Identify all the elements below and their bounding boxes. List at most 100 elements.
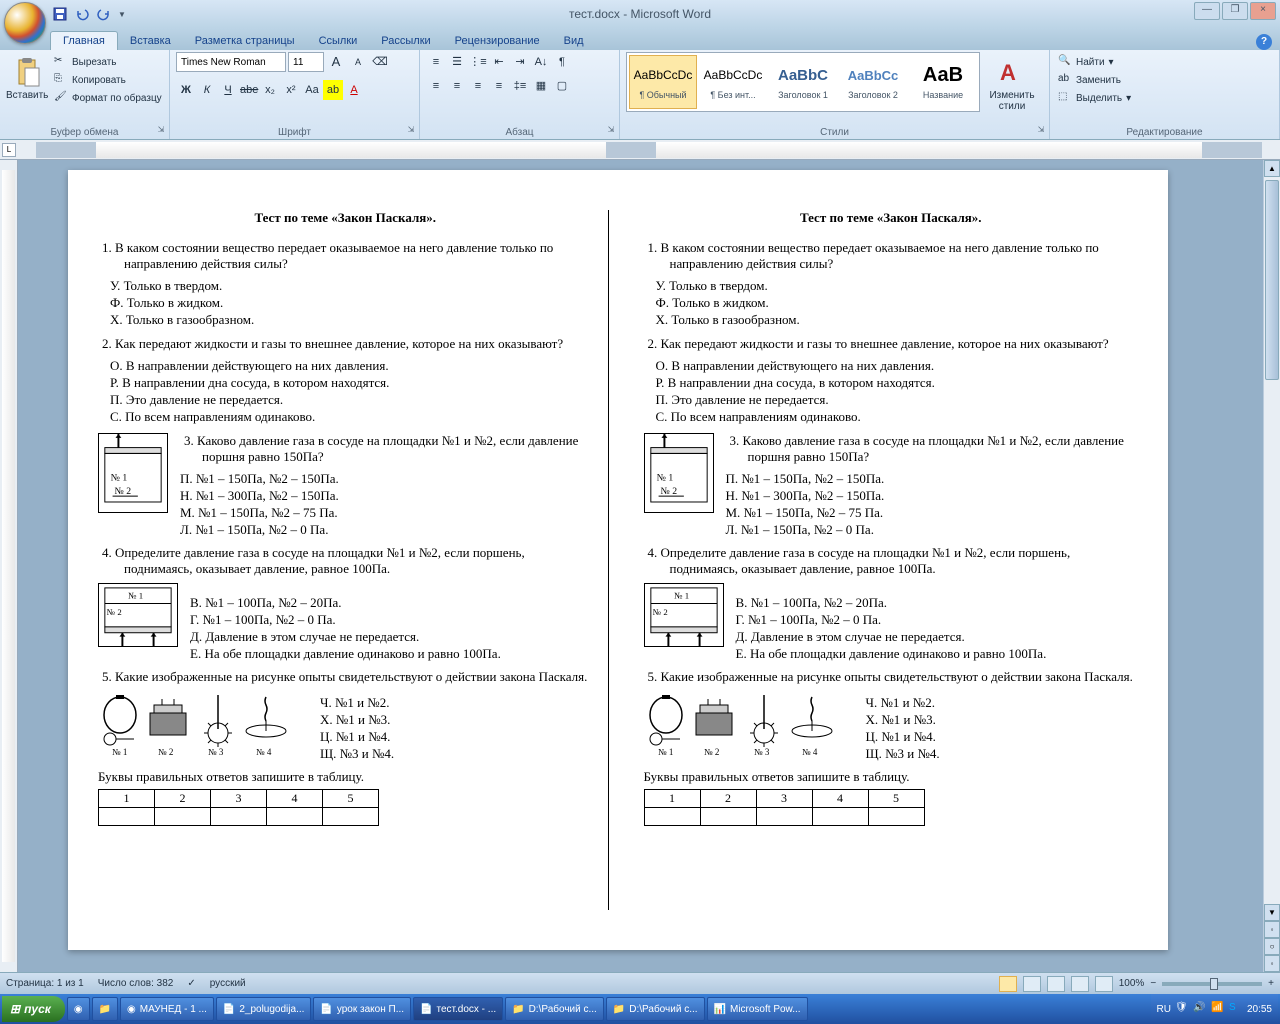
underline-button[interactable]: Ч bbox=[218, 80, 238, 100]
browse-object-button[interactable]: ○ bbox=[1264, 938, 1280, 955]
status-proof-icon[interactable]: ✓ bbox=[187, 978, 195, 989]
find-button[interactable]: 🔍Найти ▾ bbox=[1056, 54, 1133, 70]
clear-format-button[interactable]: ⌫ bbox=[370, 52, 390, 72]
style-normal[interactable]: AaBbCcDc¶ Обычный bbox=[629, 55, 697, 109]
styles-launcher[interactable]: ⇲ bbox=[1035, 125, 1047, 137]
cut-button[interactable]: ✂Вырезать bbox=[52, 54, 164, 70]
document-page[interactable]: Тест по теме «Закон Паскаля». 1. В каком… bbox=[68, 170, 1168, 950]
scroll-down-button[interactable]: ▼ bbox=[1264, 904, 1280, 921]
font-name-input[interactable] bbox=[176, 52, 286, 72]
status-page[interactable]: Страница: 1 из 1 bbox=[6, 978, 84, 989]
tab-insert[interactable]: Вставка bbox=[118, 32, 183, 50]
multilevel-button[interactable]: ⋮≡ bbox=[468, 52, 488, 72]
shrink-font-button[interactable]: A bbox=[348, 52, 368, 72]
next-page-button[interactable]: ◦ bbox=[1264, 955, 1280, 972]
italic-button[interactable]: К bbox=[197, 80, 217, 100]
select-button[interactable]: ⬚Выделить ▾ bbox=[1056, 90, 1133, 106]
vertical-scrollbar[interactable]: ▲ ▼ ◦ ○ ◦ bbox=[1263, 160, 1280, 972]
task-powerpoint[interactable]: 📊 Microsoft Pow... bbox=[707, 997, 808, 1021]
align-left-button[interactable]: ≡ bbox=[426, 76, 446, 96]
show-marks-button[interactable]: ¶ bbox=[552, 52, 572, 72]
sort-button[interactable]: A↓ bbox=[531, 52, 551, 72]
tray-lang[interactable]: RU bbox=[1157, 1004, 1171, 1015]
font-launcher[interactable]: ⇲ bbox=[405, 125, 417, 137]
paste-button[interactable]: Вставить bbox=[6, 52, 48, 101]
task-chrome[interactable]: ◉ bbox=[67, 997, 90, 1021]
numbering-button[interactable]: ☰ bbox=[447, 52, 467, 72]
style-heading1[interactable]: AaBbCЗаголовок 1 bbox=[769, 55, 837, 109]
clipboard-launcher[interactable]: ⇲ bbox=[155, 125, 167, 137]
grow-font-button[interactable]: A bbox=[326, 52, 346, 72]
tab-home[interactable]: Главная bbox=[50, 31, 118, 50]
shading-button[interactable]: ▦ bbox=[531, 76, 551, 96]
document-scroll[interactable]: Тест по теме «Закон Паскаля». 1. В каком… bbox=[18, 160, 1263, 972]
bold-button[interactable]: Ж bbox=[176, 80, 196, 100]
superscript-button[interactable]: x² bbox=[281, 80, 301, 100]
tray-volume-icon[interactable]: 🔊 bbox=[1193, 1002, 1207, 1016]
format-painter-button[interactable]: 🖌Формат по образцу bbox=[52, 90, 164, 106]
status-language[interactable]: русский bbox=[210, 978, 246, 989]
strike-button[interactable]: abe bbox=[239, 80, 259, 100]
change-styles-button[interactable]: A Изменить стили bbox=[984, 52, 1040, 112]
align-right-button[interactable]: ≡ bbox=[468, 76, 488, 96]
bullets-button[interactable]: ≡ bbox=[426, 52, 446, 72]
horizontal-ruler[interactable] bbox=[36, 142, 1262, 158]
font-color-button[interactable]: A bbox=[344, 80, 364, 100]
tab-review[interactable]: Рецензирование bbox=[443, 32, 552, 50]
zoom-in-button[interactable]: + bbox=[1268, 978, 1274, 989]
change-case-button[interactable]: Aa bbox=[302, 80, 322, 100]
help-button[interactable]: ? bbox=[1256, 34, 1272, 50]
prev-page-button[interactable]: ◦ bbox=[1264, 921, 1280, 938]
minimize-button[interactable]: — bbox=[1194, 2, 1220, 20]
tray-time[interactable]: 20:55 bbox=[1247, 1004, 1272, 1015]
justify-button[interactable]: ≡ bbox=[489, 76, 509, 96]
subscript-button[interactable]: x₂ bbox=[260, 80, 280, 100]
view-print-layout[interactable] bbox=[999, 976, 1017, 992]
tray-network-icon[interactable]: 📶 bbox=[1211, 1002, 1225, 1016]
zoom-out-button[interactable]: − bbox=[1150, 978, 1156, 989]
align-center-button[interactable]: ≡ bbox=[447, 76, 467, 96]
save-icon[interactable] bbox=[52, 6, 68, 22]
indent-inc-button[interactable]: ⇥ bbox=[510, 52, 530, 72]
task-folder1[interactable]: 📁 D:\Рабочий с... bbox=[505, 997, 604, 1021]
indent-dec-button[interactable]: ⇤ bbox=[489, 52, 509, 72]
vertical-ruler[interactable] bbox=[0, 160, 18, 972]
task-urok[interactable]: 📄 урок закон П... bbox=[313, 997, 411, 1021]
replace-button[interactable]: abЗаменить bbox=[1056, 72, 1133, 88]
style-no-spacing[interactable]: AaBbCcDc¶ Без инт... bbox=[699, 55, 767, 109]
scroll-up-button[interactable]: ▲ bbox=[1264, 160, 1280, 177]
borders-button[interactable]: ▢ bbox=[552, 76, 572, 96]
task-polugodija[interactable]: 📄 2_polugodija... bbox=[216, 997, 312, 1021]
tray-skype-icon[interactable]: S bbox=[1229, 1002, 1243, 1016]
qat-dropdown-icon[interactable]: ▼ bbox=[118, 10, 126, 19]
task-test-docx[interactable]: 📄 тест.docx - ... bbox=[413, 997, 503, 1021]
status-words[interactable]: Число слов: 382 bbox=[98, 978, 174, 989]
start-button[interactable]: ⊞пуск bbox=[2, 996, 65, 1022]
close-button[interactable]: × bbox=[1250, 2, 1276, 20]
task-folder2[interactable]: 📁 D:\Рабочий с... bbox=[606, 997, 705, 1021]
style-heading2[interactable]: AaBbCcЗаголовок 2 bbox=[839, 55, 907, 109]
redo-icon[interactable] bbox=[96, 6, 112, 22]
tab-selector[interactable]: L bbox=[2, 143, 16, 157]
style-title[interactable]: АаВНазвание bbox=[909, 55, 977, 109]
view-web-layout[interactable] bbox=[1047, 976, 1065, 992]
task-mauned[interactable]: ◉ МАУНЕД - 1 ... bbox=[120, 997, 214, 1021]
restore-button[interactable]: ❐ bbox=[1222, 2, 1248, 20]
office-button[interactable] bbox=[4, 2, 46, 44]
tab-references[interactable]: Ссылки bbox=[307, 32, 370, 50]
styles-gallery[interactable]: AaBbCcDc¶ Обычный AaBbCcDc¶ Без инт... A… bbox=[626, 52, 980, 112]
tab-mailings[interactable]: Рассылки bbox=[369, 32, 442, 50]
scroll-thumb[interactable] bbox=[1265, 180, 1279, 380]
zoom-slider[interactable] bbox=[1162, 982, 1262, 986]
copy-button[interactable]: ⎘Копировать bbox=[52, 72, 164, 88]
task-folder[interactable]: 📁 bbox=[92, 997, 118, 1021]
undo-icon[interactable] bbox=[74, 6, 90, 22]
highlight-button[interactable]: ab bbox=[323, 80, 343, 100]
view-full-screen[interactable] bbox=[1023, 976, 1041, 992]
zoom-level[interactable]: 100% bbox=[1119, 978, 1145, 989]
line-spacing-button[interactable]: ‡≡ bbox=[510, 76, 530, 96]
paragraph-launcher[interactable]: ⇲ bbox=[605, 125, 617, 137]
tab-view[interactable]: Вид bbox=[552, 32, 596, 50]
tab-page-layout[interactable]: Разметка страницы bbox=[183, 32, 307, 50]
view-draft[interactable] bbox=[1095, 976, 1113, 992]
